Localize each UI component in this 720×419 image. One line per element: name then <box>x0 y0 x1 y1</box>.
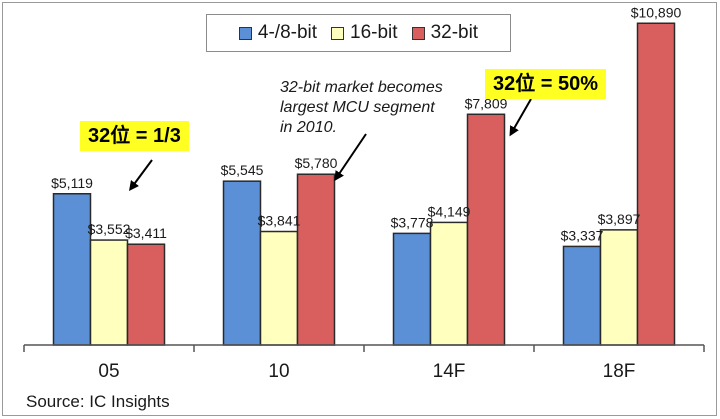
value-label-4-8-bit-14f: $3,778 <box>391 214 434 230</box>
bar-16-bit-14f <box>429 221 469 346</box>
bar-16-bit-05 <box>89 239 129 346</box>
value-label-4-8-bit-18f: $3,337 <box>561 227 604 243</box>
bar-4-8-bit-14f <box>392 232 432 346</box>
callout-32bit-fifty-percent: 32位 = 50% <box>485 69 607 99</box>
annotation-note-line-2: largest MCU segment <box>280 99 435 116</box>
source-note: Source: IC Insights <box>26 392 170 411</box>
legend-swatch-32-bit <box>411 26 425 40</box>
bar-4-8-bit-10 <box>222 180 262 346</box>
bar-16-bit-18f <box>599 229 639 346</box>
legend-entry-4-8-bit: 4-/8-bit <box>238 22 318 44</box>
bar-32-bit-05 <box>126 243 166 346</box>
annotation-note-line-3: in 2010. <box>280 119 337 136</box>
value-label-32-bit-05: $3,411 <box>125 225 167 241</box>
legend-entry-16-bit: 16-bit <box>331 22 398 44</box>
x-tick-label-18f: 18F <box>603 361 636 382</box>
value-label-32-bit-14f: $7,809 <box>465 95 508 111</box>
bar-4-8-bit-05 <box>52 193 92 346</box>
value-label-32-bit-18f: $10,890 <box>631 4 682 20</box>
value-label-16-bit-18f: $3,897 <box>598 211 641 227</box>
callout-32bit-one-third: 32位 = 1/3 <box>80 121 189 151</box>
x-tick-label-14f: 14F <box>433 361 466 382</box>
callout-arrow-14f <box>509 98 532 137</box>
note-arrow-10 <box>334 133 367 182</box>
value-label-4-8-bit-05: $5,119 <box>51 175 93 191</box>
legend-entry-32-bit: 32-bit <box>411 22 479 44</box>
legend-swatch-16-bit <box>331 26 345 40</box>
value-label-4-8-bit-10: $5,545 <box>221 162 264 178</box>
legend-label-4-8-bit: 4-/8-bit <box>257 22 318 43</box>
value-label-32-bit-10: $5,780 <box>295 155 338 171</box>
callout-arrow-05 <box>129 159 153 192</box>
x-tick-label-05: 05 <box>98 361 119 382</box>
annotation-note: 32-bit market becomes largest MCU segmen… <box>280 78 443 138</box>
legend-label-16-bit: 16-bit <box>350 22 398 43</box>
bar-16-bit-10 <box>259 230 299 346</box>
x-tick-label-10: 10 <box>268 361 289 382</box>
value-label-16-bit-05: $3,552 <box>88 221 131 237</box>
value-label-16-bit-14f: $4,149 <box>428 203 471 219</box>
bar-4-8-bit-18f <box>562 245 602 346</box>
bar-32-bit-14f <box>466 113 506 346</box>
value-label-16-bit-10: $3,841 <box>258 213 301 229</box>
legend-label-32-bit: 32-bit <box>430 22 479 43</box>
bar-32-bit-18f <box>636 22 676 346</box>
legend-swatch-4-8-bit <box>238 26 252 40</box>
annotation-note-line-1: 32-bit market becomes <box>280 79 443 96</box>
bar-32-bit-10 <box>296 173 336 346</box>
legend: 4-/8-bit 16-bit 32-bit <box>206 14 511 52</box>
